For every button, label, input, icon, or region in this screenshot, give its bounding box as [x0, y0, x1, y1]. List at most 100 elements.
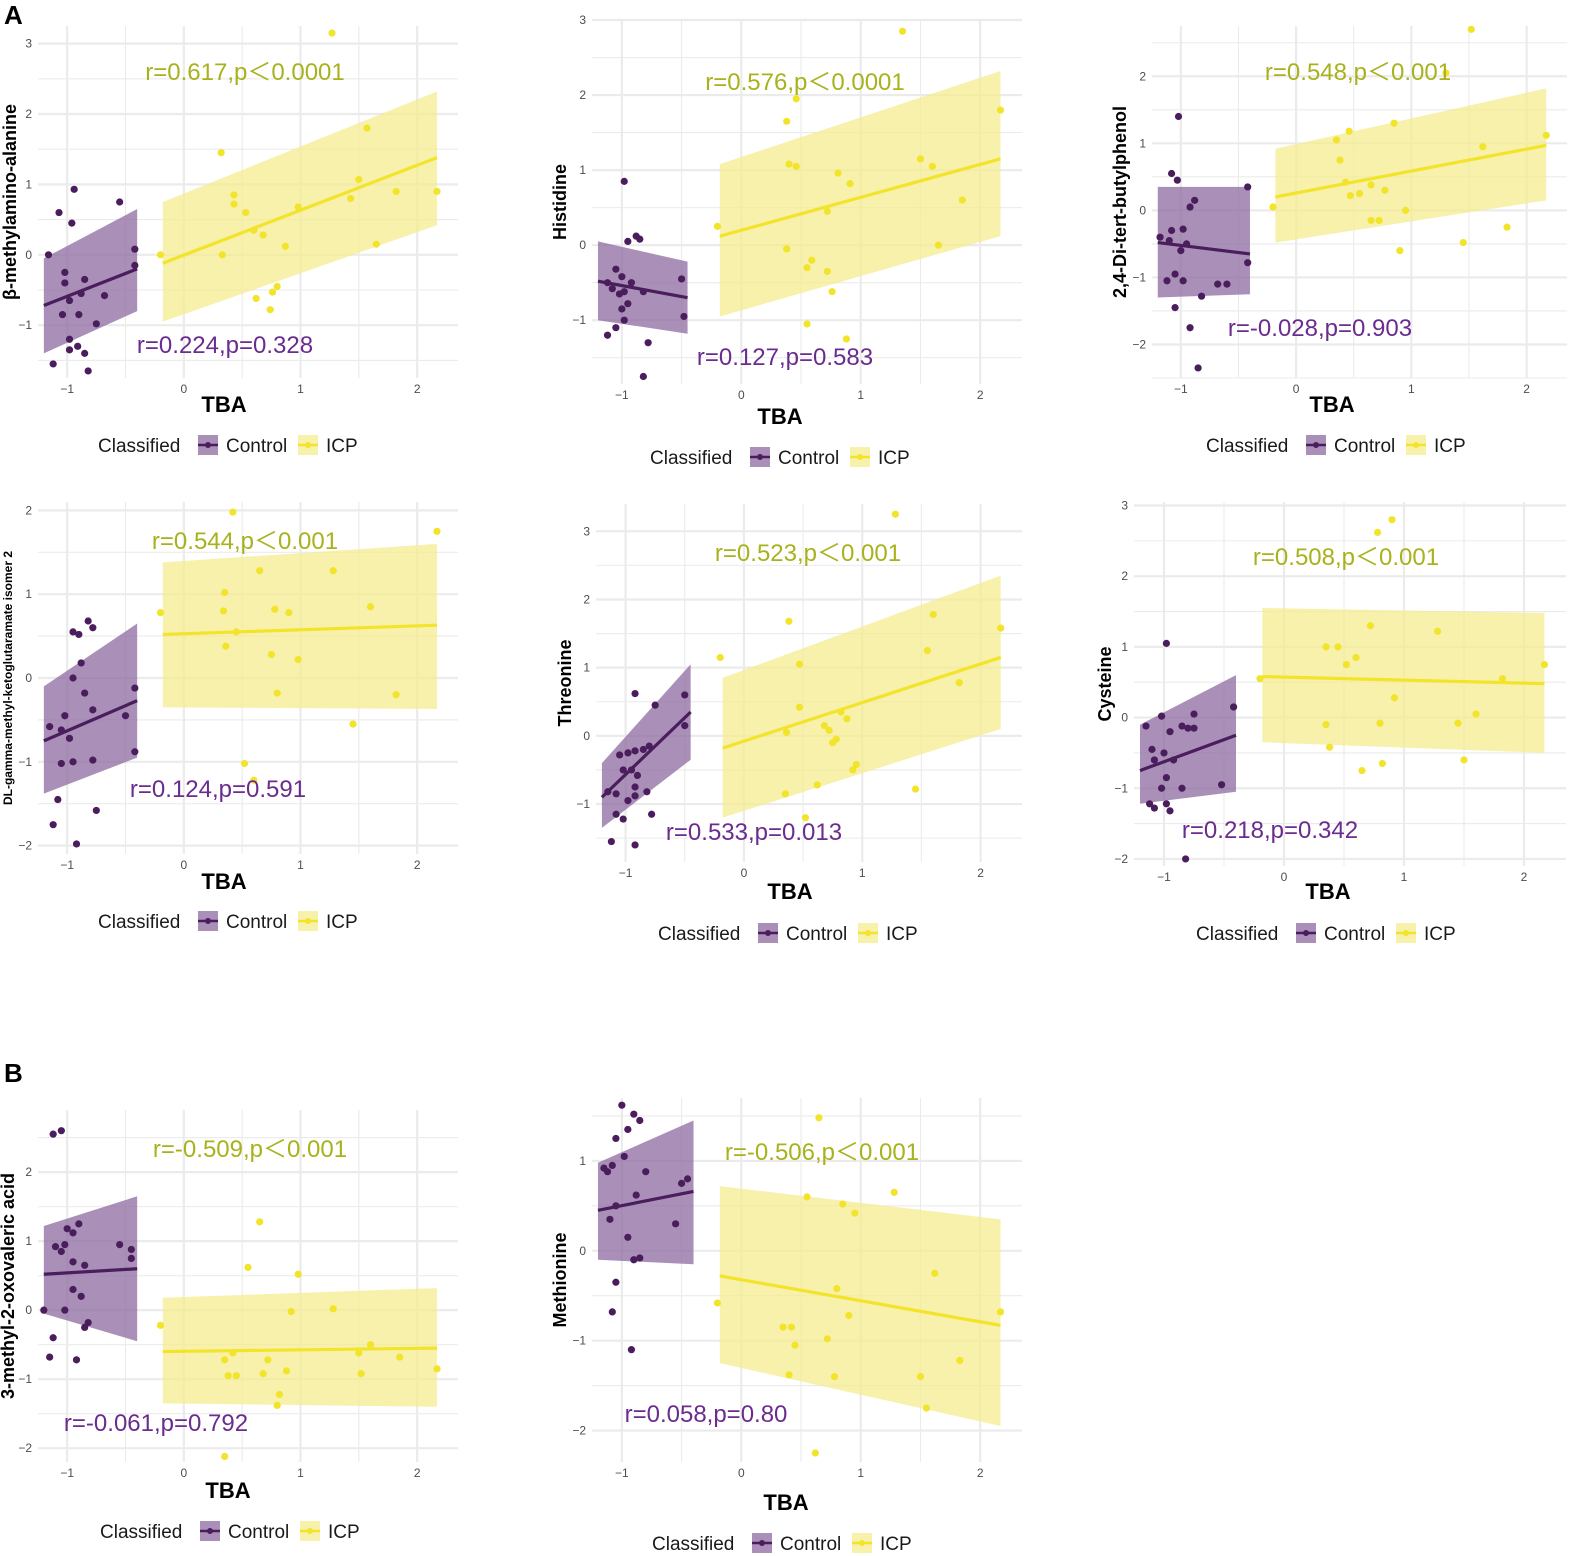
icp-data-point	[217, 149, 225, 157]
legend-title: Classified	[650, 448, 732, 469]
icp-data-point	[1460, 756, 1468, 764]
icp-data-point	[795, 703, 804, 711]
icp-data-point	[1346, 192, 1354, 200]
control-data-point	[69, 1229, 77, 1237]
control-data-point	[65, 346, 74, 354]
icp-data-point	[392, 187, 400, 196]
icp-fit-line	[162, 156, 438, 265]
control-data-point	[616, 751, 624, 759]
icp-fit-line	[719, 1274, 1001, 1327]
control-data-point	[1177, 247, 1185, 255]
control-data-point	[92, 806, 100, 815]
control-data-point	[81, 349, 89, 357]
control-data-point	[54, 795, 62, 804]
legend: Classified Control ICP	[1206, 435, 1466, 457]
icp-data-point	[779, 1323, 787, 1331]
control-data-point	[1179, 277, 1187, 285]
legend-key-icp-point	[1413, 442, 1419, 448]
icp-data-point	[1542, 131, 1550, 139]
icp-data-point	[1467, 25, 1475, 33]
icp-data-point	[268, 288, 277, 296]
control-data-point	[1167, 169, 1176, 178]
icp-data-point	[834, 169, 842, 177]
legend: Classified Control ICP	[98, 911, 358, 933]
control-data-point	[61, 1240, 69, 1249]
control-data-point	[603, 279, 612, 287]
icp-confidence-band	[722, 575, 1001, 818]
control-data-point	[612, 790, 620, 798]
control-fit-line	[600, 710, 692, 799]
y-tick-label: 1	[25, 587, 32, 601]
icp-data-point	[1503, 223, 1511, 231]
control-correlation-label: r=0.533,p=0.013	[666, 819, 842, 846]
x-tick-label: 2	[414, 1466, 421, 1480]
icp-data-point	[294, 655, 302, 664]
icp-data-point	[916, 1373, 925, 1381]
x-tick-label: −1	[60, 1466, 74, 1480]
icp-data-point	[363, 124, 371, 132]
icp-data-point	[250, 226, 258, 234]
legend-key-control-point	[205, 918, 211, 924]
control-data-point	[75, 311, 83, 319]
y-tick-label: 0	[25, 1303, 32, 1317]
x-tick-label: 2	[977, 866, 984, 880]
icp-data-point	[823, 1335, 831, 1343]
icp-data-point	[929, 610, 937, 619]
icp-data-point	[849, 766, 857, 774]
icp-data-point	[229, 1349, 237, 1357]
icp-data-point	[852, 760, 860, 769]
x-axis-label: TBA	[767, 879, 812, 904]
icp-data-point	[1390, 119, 1398, 127]
legend: Classified Control ICP	[652, 1533, 912, 1555]
control-data-point	[1148, 745, 1156, 753]
control-data-point	[1214, 280, 1222, 288]
control-data-point	[89, 624, 97, 632]
control-data-point	[1166, 807, 1174, 815]
icp-data-point	[1336, 156, 1344, 164]
control-confidence-band	[1157, 186, 1250, 298]
y-tick-label: 0	[1121, 711, 1128, 725]
control-data-point	[77, 1292, 85, 1300]
control-data-point	[46, 1353, 54, 1361]
y-tick-label: −2	[18, 839, 32, 853]
icp-data-point	[785, 617, 793, 625]
icp-data-point	[230, 191, 238, 199]
legend-key-icp-point	[307, 1528, 313, 1534]
control-data-point	[1194, 364, 1202, 372]
control-data-point	[612, 1202, 620, 1210]
control-data-point	[620, 1152, 628, 1161]
control-data-point	[627, 279, 636, 287]
x-tick-label: −1	[1157, 870, 1171, 884]
icp-data-point	[922, 1404, 931, 1412]
icp-data-point	[803, 320, 811, 328]
y-tick-label: 2	[25, 107, 32, 121]
icp-data-point	[1434, 627, 1442, 635]
x-tick-label: 0	[180, 382, 187, 396]
legend-label-icp: ICP	[1424, 924, 1456, 945]
icp-data-point	[1388, 516, 1396, 524]
y-axis-label: Histidine	[550, 164, 570, 240]
control-confidence-band	[1140, 675, 1236, 804]
legend: Classified Control ICP	[100, 1521, 360, 1543]
icp-correlation-label: r=0.617,p＜0.0001	[145, 59, 345, 86]
control-data-point	[81, 689, 89, 697]
y-tick-label: −1	[18, 318, 32, 332]
icp-data-point	[1479, 143, 1487, 151]
icp-data-point	[244, 1263, 252, 1271]
control-data-point	[624, 797, 632, 805]
chart-1: −1 0 1 2 −1 0 1 2 3 r=0.617,p＜0.0001 r=0.224,p=0.3…	[0, 26, 458, 457]
control-fit-line	[1139, 733, 1237, 773]
icp-data-point	[828, 288, 836, 296]
control-data-point	[1182, 240, 1191, 248]
icp-data-point	[347, 194, 355, 203]
icp-data-point	[1367, 216, 1375, 225]
control-correlation-label: r=0.124,p=0.591	[130, 776, 306, 803]
icp-correlation-label: r=0.544,p＜0.001	[152, 528, 338, 555]
control-data-point	[1158, 712, 1166, 720]
control-fit-line	[43, 1267, 138, 1276]
x-tick-label: 2	[1523, 382, 1530, 396]
icp-data-point	[842, 335, 851, 343]
icp-data-point	[218, 251, 226, 259]
y-tick-label: 0	[579, 1244, 586, 1258]
